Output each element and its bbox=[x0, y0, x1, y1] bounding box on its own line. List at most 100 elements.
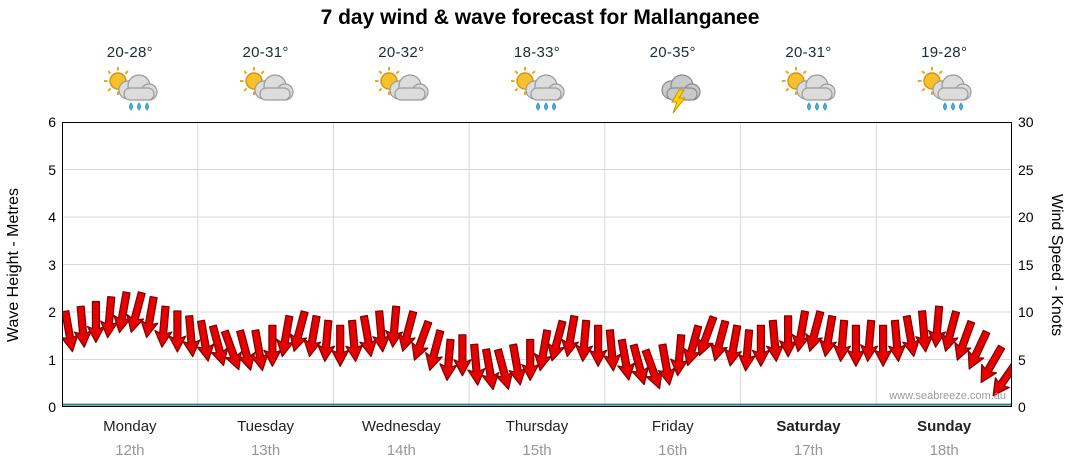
day-name: Sunday bbox=[917, 418, 972, 435]
day-temp-sunday: 19-28° bbox=[876, 44, 1012, 64]
day-temp-saturday: 20-31° bbox=[741, 44, 877, 64]
lightning-icon bbox=[670, 89, 686, 114]
left-tick-4: 4 bbox=[48, 209, 56, 225]
day-date: 18th bbox=[929, 442, 959, 459]
weather-icon-storm bbox=[605, 66, 741, 120]
day-date: 17th bbox=[793, 442, 824, 459]
right-tick-25: 25 bbox=[1018, 161, 1034, 178]
day-name: Thursday bbox=[505, 418, 569, 435]
wind-arrow bbox=[887, 319, 907, 363]
day-date: 15th bbox=[522, 442, 552, 459]
wind-arrow bbox=[508, 343, 527, 386]
cloud-icon bbox=[661, 74, 701, 101]
wind-arrow bbox=[263, 324, 282, 367]
wind-arrow bbox=[126, 291, 146, 333]
wind-arrow bbox=[359, 314, 378, 358]
wind-arrow bbox=[303, 314, 322, 358]
wind-arrow bbox=[574, 319, 594, 363]
cloud-icon bbox=[932, 74, 972, 101]
wind-arrow bbox=[902, 314, 921, 358]
left-tick-2: 2 bbox=[48, 304, 56, 320]
sun-cloud-rain-icon bbox=[511, 67, 565, 111]
day-name: Saturday bbox=[776, 418, 841, 435]
wind-arrow bbox=[751, 324, 771, 367]
wind-arrow bbox=[602, 329, 622, 372]
wind-arrow bbox=[182, 314, 201, 358]
right-tick-15: 15 bbox=[1018, 256, 1034, 273]
rain-drops-icon bbox=[536, 102, 556, 111]
temp-range: 20-32° bbox=[378, 44, 425, 61]
day-label-tuesday: Tuesday 13th bbox=[198, 415, 334, 471]
day-temp-wednesday: 20-32° bbox=[333, 44, 469, 64]
icons-row bbox=[62, 66, 1012, 120]
temp-range: 20-35° bbox=[649, 44, 696, 61]
wind-arrow bbox=[453, 334, 472, 377]
right-tick-0: 0 bbox=[1018, 399, 1026, 415]
day-date: 12th bbox=[115, 442, 145, 459]
weather-icon-sun-cloud-rain bbox=[469, 66, 605, 120]
wind-arrow bbox=[345, 319, 364, 363]
temps-row: 20-28° 20-31° 20-32° 18-33° 20-35° 20-31° 19-2… bbox=[62, 44, 1012, 64]
wind-arrow bbox=[846, 324, 866, 367]
day-label-saturday: Saturday 17th bbox=[741, 415, 877, 471]
day-name: Tuesday bbox=[237, 418, 295, 435]
right-tick-5: 5 bbox=[1018, 351, 1026, 368]
day-temp-tuesday: 20-31° bbox=[198, 44, 334, 64]
wind-arrow bbox=[168, 310, 187, 353]
wind-arrow bbox=[521, 338, 540, 382]
wind-arrow bbox=[331, 324, 350, 367]
left-tick-6: 6 bbox=[48, 114, 56, 130]
wind-arrow bbox=[927, 305, 947, 348]
cloud-icon bbox=[796, 74, 837, 101]
wind-arrow bbox=[236, 329, 256, 371]
forecast-plot bbox=[62, 122, 1012, 407]
day-name: Monday bbox=[103, 418, 157, 435]
wind-arrow bbox=[915, 310, 934, 353]
wind-arrow bbox=[99, 295, 119, 339]
wind-arrow bbox=[86, 300, 106, 344]
day-label-monday: Monday 12th bbox=[62, 415, 198, 471]
temp-range: 19-28° bbox=[921, 44, 968, 61]
day-temp-friday: 20-35° bbox=[605, 44, 741, 64]
weather-icon-sun-cloud bbox=[198, 66, 334, 120]
wind-arrow bbox=[533, 329, 552, 372]
wind-arrow bbox=[818, 314, 837, 358]
sun-cloud-rain-icon bbox=[782, 67, 837, 111]
day-label-sunday: Sunday 18th bbox=[876, 415, 1012, 471]
sun-icon bbox=[782, 67, 811, 95]
sun-cloud-icon bbox=[239, 67, 294, 101]
sun-cloud-rain-icon bbox=[103, 67, 158, 111]
plot-border bbox=[62, 122, 1012, 407]
rain-drops-icon bbox=[807, 102, 828, 111]
wind-arrow bbox=[588, 324, 608, 367]
wind-arrow bbox=[547, 319, 567, 362]
wind-arrow bbox=[493, 348, 514, 390]
cloud-icon bbox=[525, 74, 565, 101]
day-date: 14th bbox=[386, 442, 416, 459]
wind-arrow bbox=[737, 329, 757, 372]
wind-arrow bbox=[397, 310, 418, 352]
wind-arrow bbox=[954, 319, 976, 361]
wind-arrow bbox=[317, 319, 336, 363]
wind-arrow bbox=[154, 305, 173, 348]
wind-arrow bbox=[832, 319, 852, 363]
wind-arrow bbox=[467, 343, 486, 386]
cloud-icon bbox=[118, 74, 158, 101]
day-labels-row: Monday 12th Tuesday 13th Wednesday 14th Thursd… bbox=[62, 415, 1012, 471]
cloud-icon bbox=[389, 74, 429, 101]
wind-arrow bbox=[765, 319, 785, 363]
watermark: www.seabreeze.com.au bbox=[889, 390, 1006, 402]
wind-arrow bbox=[384, 305, 404, 348]
wind-arrow bbox=[791, 310, 810, 353]
sun-cloud-rain-icon bbox=[918, 67, 972, 111]
left-tick-1: 1 bbox=[48, 351, 56, 368]
wind-arrow bbox=[561, 314, 580, 358]
wind-arrow bbox=[641, 348, 663, 390]
wind-arrow bbox=[276, 314, 295, 358]
wind-arrow bbox=[439, 338, 458, 382]
wind-arrow bbox=[992, 359, 1012, 397]
wind-arrow bbox=[669, 333, 689, 377]
wind-arrow bbox=[62, 310, 79, 353]
day-label-wednesday: Wednesday 14th bbox=[333, 415, 469, 471]
